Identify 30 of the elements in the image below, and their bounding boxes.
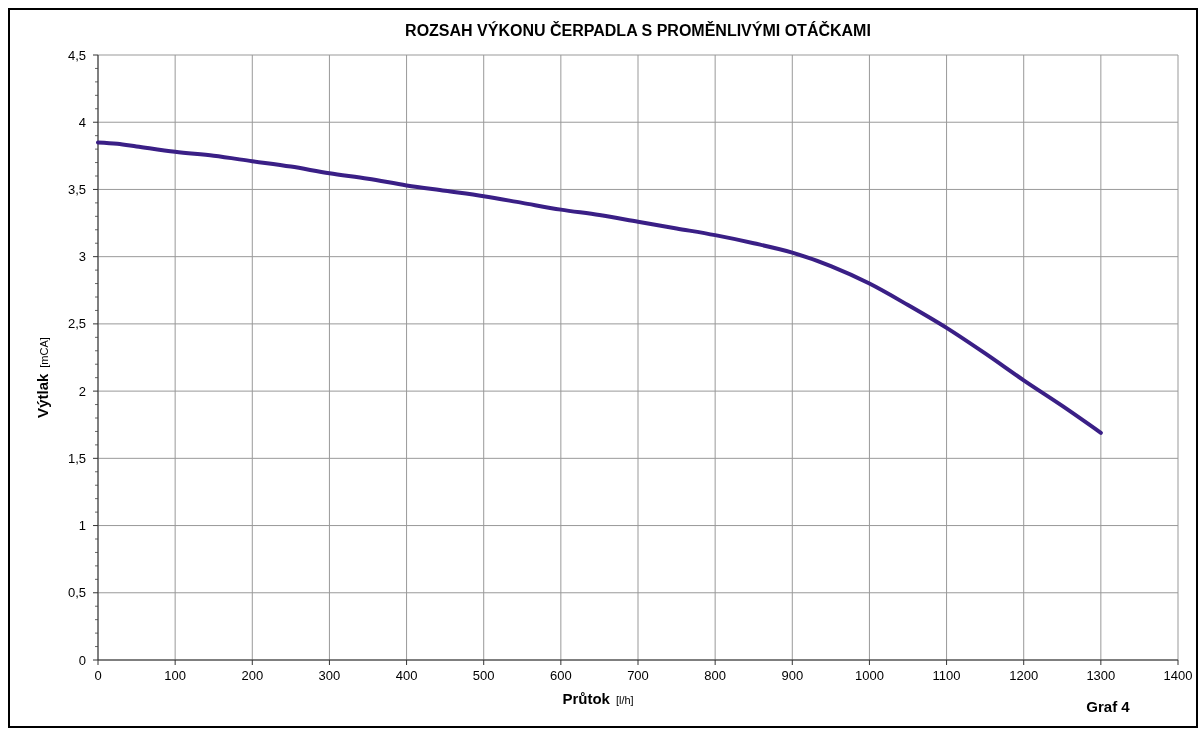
x-axis-title: Průtok [l/h] [562, 690, 634, 707]
text: Graf 4 [1086, 698, 1131, 715]
y-tick-label: 4,5 [67, 47, 86, 63]
x-tick-label: 1200 [1009, 668, 1039, 683]
x-tick-label: 900 [781, 668, 804, 683]
x-tick-label: 500 [472, 668, 495, 683]
x-tick-label: 1300 [1086, 668, 1116, 683]
y-tick-label: 2 [78, 383, 86, 399]
x-tick-label: 100 [164, 668, 186, 683]
x-tick-label: 1000 [854, 668, 884, 683]
line-series [96, 140, 1103, 435]
x-tick-label: 800 [704, 668, 726, 683]
x-tick-label: 1100 [932, 668, 961, 683]
chart-title: ROZSAH VÝKONU ČERPADLA S PROMĚNLIVÝMI OTÁČKAMI [405, 21, 871, 39]
y-tick-label: 2,5 [67, 316, 86, 332]
y-axis-title: Výtlak [mCA] [34, 337, 51, 418]
y-tick-label: 0 [78, 652, 86, 668]
x-tick-label: 1400 [1163, 668, 1193, 683]
x-tick-label: 200 [241, 668, 264, 683]
y-tick-label: 1,5 [67, 450, 86, 466]
x-tick-label: 600 [550, 668, 572, 683]
y-tick-label: 1 [78, 518, 86, 534]
x-tick-label: 700 [627, 668, 649, 683]
x-tick-label: 300 [318, 668, 341, 683]
x-tick-label: 400 [395, 668, 418, 683]
y-tick-label: 0,5 [67, 585, 86, 601]
y-tick-label: 3 [78, 249, 86, 265]
y-tick-label: 3,5 [67, 181, 86, 197]
x-tick-label: 0 [94, 668, 102, 683]
y-tick-label: 4 [78, 114, 86, 130]
